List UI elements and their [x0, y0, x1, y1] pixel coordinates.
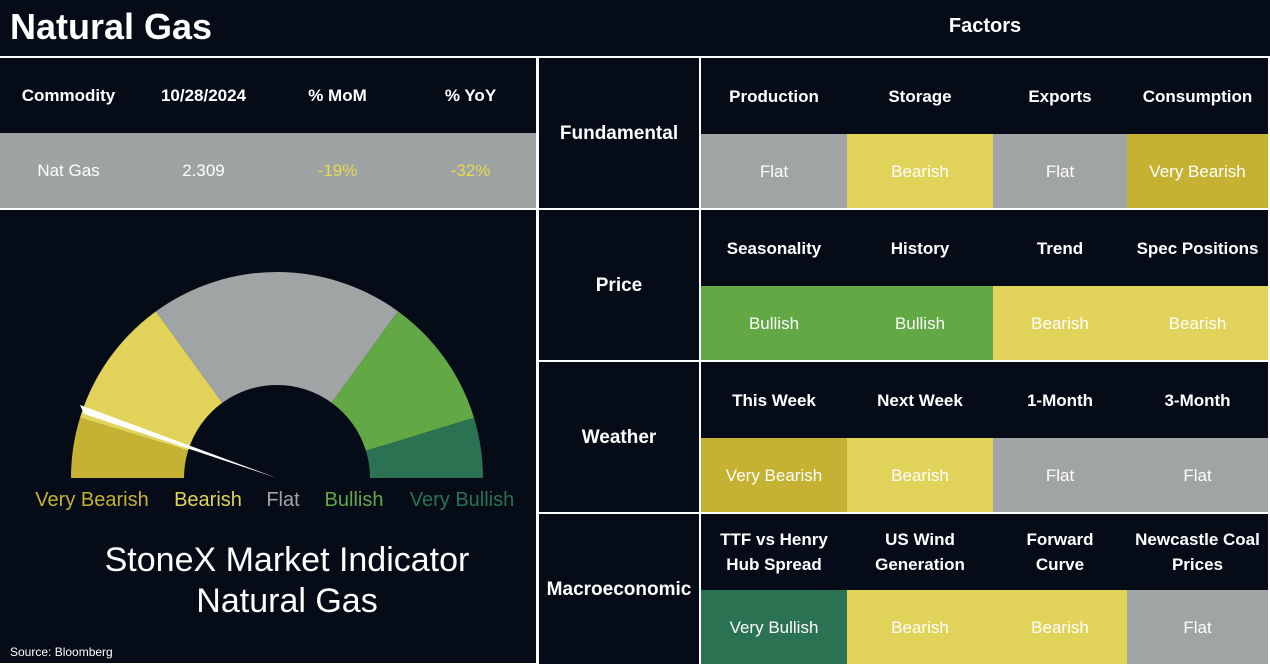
- factor-label: Newcastle Coal Prices: [1127, 514, 1268, 590]
- factor-label-line: Curve: [1035, 555, 1085, 574]
- factor-rating: Bullish: [701, 286, 847, 360]
- factor-label-line: 3-Month: [1164, 390, 1231, 410]
- factor-label: Storage: [847, 58, 993, 134]
- factor-label-line: Generation: [875, 555, 965, 574]
- factor-label: Production: [701, 58, 847, 134]
- gauge-segment: [155, 272, 399, 403]
- factor-label: Spec Positions: [1127, 210, 1268, 286]
- factor-rating: Bullish: [847, 286, 993, 360]
- factor-label: History: [847, 210, 993, 286]
- factor-rating: Flat: [1127, 438, 1268, 512]
- factor-rating: Flat: [701, 134, 847, 208]
- factor-label-line: Exports: [1028, 86, 1092, 106]
- factor-rating: Bearish: [993, 286, 1127, 360]
- gauge-segment: [71, 417, 189, 478]
- gauge-segment: [331, 311, 474, 451]
- factor-rating: Very Bullish: [701, 590, 847, 664]
- factor-rating: Bearish: [847, 590, 993, 664]
- factor-rating: Very Bearish: [1127, 134, 1268, 208]
- gauge-label: Bearish: [174, 489, 242, 511]
- factor-rating: Bearish: [993, 590, 1127, 664]
- table-header-cell: % YoY: [444, 86, 497, 105]
- table-header-cell: % MoM: [308, 86, 367, 105]
- table-cell: 2.309: [182, 161, 225, 180]
- factor-name: Price: [539, 210, 699, 360]
- factor-label: 3-Month: [1127, 362, 1268, 438]
- factor-label-line: History: [890, 238, 950, 258]
- gauge-label: Flat: [266, 489, 300, 511]
- table-cell: -19%: [317, 161, 358, 180]
- title-bar: [0, 0, 1270, 56]
- table-header-cell: Commodity: [21, 86, 116, 105]
- gauge-title: Natural Gas: [196, 582, 377, 620]
- factor-label-line: Trend: [1036, 238, 1084, 258]
- factor-label: 1-Month: [993, 362, 1127, 438]
- factor-rating: Flat: [1127, 590, 1268, 664]
- factor-label: Exports: [993, 58, 1127, 134]
- factor-rating: Bearish: [847, 438, 993, 512]
- factor-label-line: Consumption: [1142, 86, 1253, 106]
- factors-title: Factors: [948, 14, 1022, 37]
- factor-label: Seasonality: [701, 210, 847, 286]
- factor-label: TTF vs Henry Hub Spread: [701, 514, 847, 590]
- gauge-label: Very Bearish: [35, 489, 148, 511]
- gauge-needle: [80, 405, 277, 478]
- factor-rating: Flat: [993, 134, 1127, 208]
- factor-label-line: Prices: [1171, 555, 1224, 574]
- factor-rating: Very Bearish: [701, 438, 847, 512]
- factor-label-line: TTF vs Henry: [720, 530, 828, 549]
- factor-label-line: Production: [729, 86, 819, 106]
- table-header-cell: 10/28/2024: [160, 86, 247, 105]
- table-header: [0, 58, 536, 133]
- factor-name: Fundamental: [539, 58, 699, 208]
- factor-label: Forward Curve: [993, 514, 1127, 590]
- factor-label: Next Week: [847, 362, 993, 438]
- source: Source: Bloomberg: [10, 645, 113, 659]
- factor-label-line: 1-Month: [1026, 390, 1094, 410]
- factor-label-line: This Week: [732, 390, 816, 410]
- table-cell: -32%: [450, 161, 491, 180]
- factor-label: This Week: [701, 362, 847, 438]
- factor-label-line: Seasonality: [726, 238, 822, 258]
- factor-label-line: Hub Spread: [726, 555, 822, 574]
- gauge-title: StoneX Market Indicator: [105, 541, 470, 579]
- title: Natural Gas: [10, 5, 213, 47]
- factor-rating: Flat: [993, 438, 1127, 512]
- gauge-label: Bullish: [325, 489, 384, 511]
- factor-rating: Bearish: [847, 134, 993, 208]
- factor-label-line: Newcastle Coal: [1135, 530, 1260, 549]
- table-row: [0, 133, 536, 208]
- gauge-segment: [80, 311, 223, 451]
- factor-rating: Bearish: [1127, 286, 1268, 360]
- factor-label: US Wind Generation: [847, 514, 993, 590]
- factor-name: Weather: [539, 362, 699, 512]
- factor-label: Trend: [993, 210, 1127, 286]
- gauge-label: Very Bullish: [410, 489, 515, 511]
- factor-label-line: Forward: [1026, 530, 1094, 549]
- table-cell: Nat Gas: [37, 161, 100, 180]
- factor-name: Macroeconomic: [539, 514, 699, 664]
- factor-label-line: Spec Positions: [1136, 238, 1259, 258]
- factor-label-line: US Wind: [885, 530, 955, 549]
- factor-label: Consumption: [1127, 58, 1268, 134]
- factor-label-line: Next Week: [877, 390, 963, 410]
- factor-label-line: Storage: [888, 86, 952, 106]
- gauge: Very Bearish Bearish Flat Bullish Very Bulli…: [10, 272, 515, 659]
- gauge-segment: [365, 417, 483, 478]
